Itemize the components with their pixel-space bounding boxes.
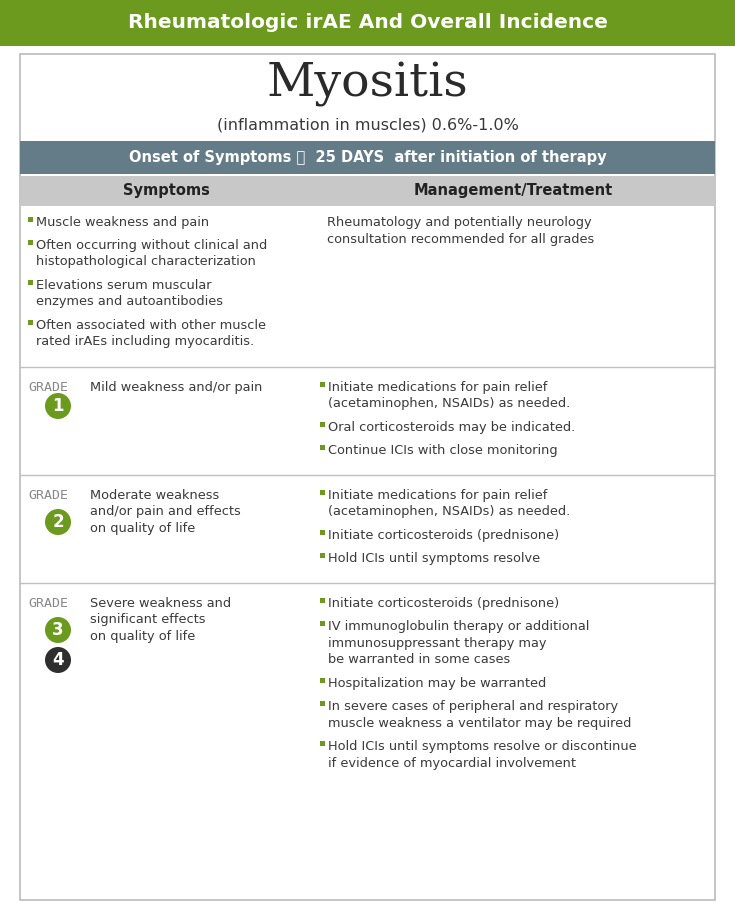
Bar <box>28 320 33 325</box>
Text: 3: 3 <box>52 621 64 639</box>
Bar <box>320 741 325 746</box>
Text: 4: 4 <box>52 651 64 669</box>
Text: GRADE: GRADE <box>28 489 68 502</box>
Bar <box>320 598 325 603</box>
Text: Myositis: Myositis <box>267 62 468 107</box>
Text: Often occurring without clinical and
histopathological characterization: Often occurring without clinical and his… <box>36 239 268 269</box>
Text: (inflammation in muscles) 0.6%-1.0%: (inflammation in muscles) 0.6%-1.0% <box>217 118 518 133</box>
Text: Muscle weakness and pain: Muscle weakness and pain <box>36 216 209 229</box>
Bar <box>28 240 33 245</box>
Bar <box>320 530 325 535</box>
Text: Hold ICIs until symptoms resolve: Hold ICIs until symptoms resolve <box>328 552 540 565</box>
FancyBboxPatch shape <box>20 176 715 206</box>
Text: GRADE: GRADE <box>28 597 68 610</box>
Text: In severe cases of peripheral and respiratory
muscle weakness a ventilator may b: In severe cases of peripheral and respir… <box>328 700 631 729</box>
Text: Hold ICIs until symptoms resolve or discontinue
if evidence of myocardial involv: Hold ICIs until symptoms resolve or disc… <box>328 740 637 769</box>
Text: Initiate corticosteroids (prednisone): Initiate corticosteroids (prednisone) <box>328 529 559 542</box>
Text: Rheumatologic irAE And Overall Incidence: Rheumatologic irAE And Overall Incidence <box>128 14 607 33</box>
Bar <box>320 701 325 706</box>
Text: Mild weakness and/or pain: Mild weakness and/or pain <box>90 381 262 394</box>
Bar <box>320 678 325 683</box>
Bar <box>320 422 325 427</box>
Text: Moderate weakness
and/or pain and effects
on quality of life: Moderate weakness and/or pain and effect… <box>90 489 241 535</box>
Text: Management/Treatment: Management/Treatment <box>414 183 613 199</box>
Circle shape <box>45 393 71 419</box>
Text: Rheumatology and potentially neurology
consultation recommended for all grades: Rheumatology and potentially neurology c… <box>327 216 594 246</box>
Text: Initiate medications for pain relief
(acetaminophen, NSAIDs) as needed.: Initiate medications for pain relief (ac… <box>328 489 570 518</box>
Bar <box>28 217 33 222</box>
Bar <box>320 490 325 495</box>
Circle shape <box>45 509 71 535</box>
Text: Hospitalization may be warranted: Hospitalization may be warranted <box>328 677 546 690</box>
FancyBboxPatch shape <box>0 0 735 46</box>
Text: Elevations serum muscular
enzymes and autoantibodies: Elevations serum muscular enzymes and au… <box>36 279 223 309</box>
Bar <box>320 621 325 626</box>
Text: Initiate corticosteroids (prednisone): Initiate corticosteroids (prednisone) <box>328 597 559 610</box>
Text: Onset of Symptoms ⌛  25 DAYS  after initiation of therapy: Onset of Symptoms ⌛ 25 DAYS after initia… <box>129 150 606 165</box>
Circle shape <box>45 647 71 673</box>
Circle shape <box>45 617 71 643</box>
FancyBboxPatch shape <box>20 141 715 174</box>
Bar <box>28 280 33 285</box>
Text: Continue ICIs with close monitoring: Continue ICIs with close monitoring <box>328 444 558 457</box>
Text: IV immunoglobulin therapy or additional
immunosuppressant therapy may
be warrant: IV immunoglobulin therapy or additional … <box>328 620 589 666</box>
Text: Severe weakness and
significant effects
on quality of life: Severe weakness and significant effects … <box>90 597 231 643</box>
Bar <box>320 445 325 450</box>
Text: Initiate medications for pain relief
(acetaminophen, NSAIDs) as needed.: Initiate medications for pain relief (ac… <box>328 381 570 410</box>
Text: GRADE: GRADE <box>28 381 68 394</box>
Text: 1: 1 <box>52 397 64 415</box>
Text: Symptoms: Symptoms <box>123 183 209 199</box>
Text: Oral corticosteroids may be indicated.: Oral corticosteroids may be indicated. <box>328 421 576 434</box>
Text: 2: 2 <box>52 513 64 531</box>
Text: Often associated with other muscle
rated irAEs including myocarditis.: Often associated with other muscle rated… <box>36 319 266 349</box>
Bar <box>320 382 325 387</box>
Bar <box>320 553 325 558</box>
